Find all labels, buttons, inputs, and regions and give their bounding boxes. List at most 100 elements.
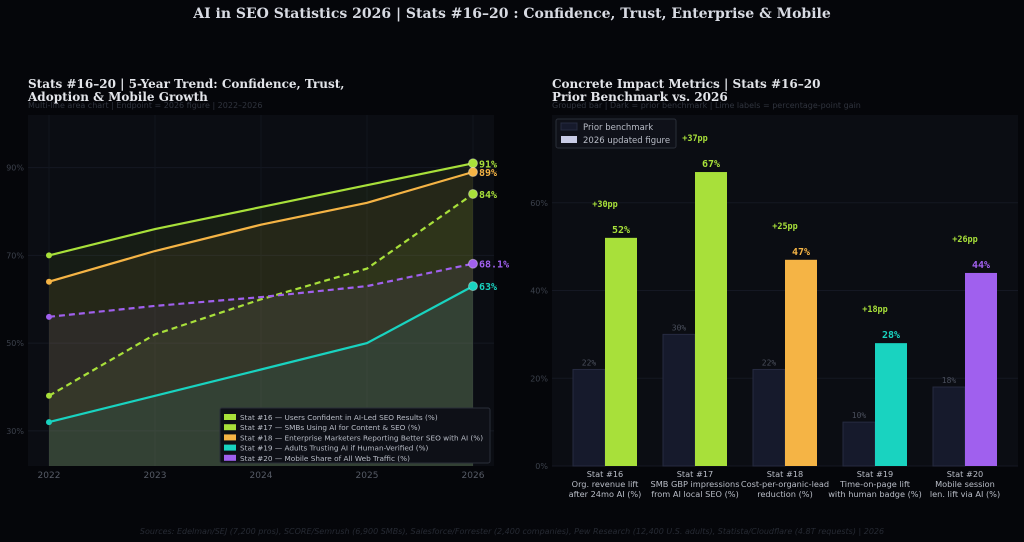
line-legend-box xyxy=(219,407,491,464)
bar-2026-value-label: 28% xyxy=(882,330,900,341)
line-chart-subtitle: Multi-line area chart | Endpoint = 2026 … xyxy=(28,101,262,110)
bar-category-label-line2: Org. revenue lift xyxy=(572,479,639,489)
line-start-point xyxy=(46,278,52,285)
line-end-value-label: 89% xyxy=(479,168,497,179)
bar-2026-value-label: 47% xyxy=(792,247,810,258)
bar-chart-subtitle: Grouped bar | Dark = prior benchmark | L… xyxy=(552,101,861,110)
bar-prior xyxy=(932,386,966,467)
line-legend-swatch xyxy=(224,454,236,461)
bar-2026-value-label: 52% xyxy=(612,225,630,236)
bar-prior xyxy=(842,421,876,467)
bar-category-label-line2: Time-on-page lift xyxy=(839,479,911,489)
line-y-tick-label: 30% xyxy=(6,427,24,436)
bar-gain-label: +26pp xyxy=(952,235,978,245)
line-y-tick-label: 50% xyxy=(6,339,24,348)
line-series-path xyxy=(48,285,474,424)
line-legend-entry: Stat #18 — Enterprise Marketers Reportin… xyxy=(240,433,483,442)
line-chart: Stats #16–20 | 5-Year Trend: Confidence,… xyxy=(6,77,509,481)
bar-2026 xyxy=(785,259,817,466)
line-x-tick-label: 2026 xyxy=(462,471,485,481)
line-end-point xyxy=(468,167,478,178)
bar-legend-swatch-prior xyxy=(560,122,578,131)
bar-2026 xyxy=(695,172,727,466)
line-legend-swatch xyxy=(224,434,236,441)
bar-2026 xyxy=(965,272,997,466)
bar-chart-title-line2: Prior Benchmark vs. 2026 xyxy=(552,90,728,104)
line-end-value-label: 91% xyxy=(479,159,497,170)
bar-y-tick-label: 20% xyxy=(530,374,548,383)
bar-category-label-line2: Cost-per-organic-lead xyxy=(741,479,829,489)
bar-legend-entry-prior: Prior benchmark xyxy=(583,123,653,133)
bar-gain-label: +25pp xyxy=(772,222,798,232)
bar-y-tick-label: 0% xyxy=(535,462,548,471)
line-legend-entry: Stat #20 — Mobile Share of All Web Traff… xyxy=(240,454,410,463)
line-series-path xyxy=(48,170,474,283)
bar-category-label-line1: Stat #20 xyxy=(947,469,984,479)
line-legend-swatch xyxy=(224,414,236,420)
line-y-tick-label: 90% xyxy=(6,164,24,173)
line-end-point xyxy=(468,188,478,199)
bar-legend-entry-2026: 2026 updated figure xyxy=(583,136,670,146)
line-end-value-label: 63% xyxy=(479,282,497,293)
bar-2026 xyxy=(605,237,637,466)
bar-legend-box xyxy=(555,118,677,149)
bar-2026 xyxy=(875,343,907,466)
bar-y-tick-label: 60% xyxy=(530,199,548,208)
line-x-tick-label: 2023 xyxy=(144,471,167,481)
page-title: AI in SEO Statistics 2026 | Stats #16–20… xyxy=(192,6,831,22)
line-start-point xyxy=(46,392,52,399)
bar-prior xyxy=(662,333,696,467)
bar-chart-title-line1: Concrete Impact Metrics | Stats #16–20 xyxy=(552,77,820,91)
line-series-area xyxy=(49,172,473,466)
line-legend-swatch xyxy=(224,444,236,451)
bar-category-label-line1: Stat #16 xyxy=(587,469,624,479)
bar-2026-value-label: 44% xyxy=(972,260,990,271)
line-x-tick-label: 2024 xyxy=(250,471,273,481)
line-series-area xyxy=(49,163,473,467)
bar-category-label-line3: len. lift via AI (%) xyxy=(930,489,1000,499)
line-series-path xyxy=(48,193,474,397)
bar-2026-value-label: 67% xyxy=(702,159,720,170)
line-series-area xyxy=(49,194,473,466)
bar-category-label-line3: reduction (%) xyxy=(757,489,813,499)
bar-prior-value-label: 22% xyxy=(582,358,597,367)
bar-category-label-line3: after 24mo AI (%) xyxy=(569,489,642,499)
bar-gain-label: +37pp xyxy=(682,134,708,144)
line-series-path xyxy=(48,262,474,318)
line-y-tick-label: 70% xyxy=(6,251,24,260)
line-end-value-label: 84% xyxy=(479,190,497,201)
line-chart-title-line2: Adoption & Mobile Growth xyxy=(27,90,208,104)
line-legend-swatch xyxy=(224,424,236,431)
line-x-tick-label: 2025 xyxy=(356,471,379,481)
line-legend-entry: Stat #17 — SMBs Using AI for Content & S… xyxy=(240,423,421,432)
line-legend-entry: Stat #16 — Users Confident in AI-Led SEO… xyxy=(240,413,438,422)
bar-prior-value-label: 22% xyxy=(762,358,777,367)
line-start-point xyxy=(46,419,52,426)
bar-gain-label: +18pp xyxy=(862,305,888,315)
line-x-tick-label: 2022 xyxy=(38,471,61,481)
line-start-point xyxy=(46,313,52,320)
bar-prior-value-label: 10% xyxy=(852,411,867,420)
line-end-point xyxy=(468,258,478,269)
line-chart-title-line1: Stats #16–20 | 5-Year Trend: Confidence,… xyxy=(28,77,344,91)
line-end-value-label: 68.1% xyxy=(479,260,509,271)
bar-category-label-line1: Stat #17 xyxy=(677,469,714,479)
bar-prior-value-label: 18% xyxy=(942,376,957,385)
bar-category-label-line3: with human badge (%) xyxy=(828,489,922,499)
line-series-path xyxy=(48,162,474,257)
bar-category-label-line1: Stat #19 xyxy=(857,469,894,479)
bar-chart: Concrete Impact Metrics | Stats #16–20 P… xyxy=(530,77,1018,499)
line-legend-entry: Stat #19 — Adults Trusting AI if Human-V… xyxy=(240,444,429,453)
bar-category-label-line3: from AI local SEO (%) xyxy=(651,489,739,499)
sources-footnote: Sources: Edelman/SEJ (7,200 pros), SCORE… xyxy=(140,527,884,536)
bar-prior-value-label: 30% xyxy=(672,323,687,332)
line-end-point xyxy=(468,158,478,169)
bar-category-label-line2: SMB GBP impressions xyxy=(651,479,740,489)
bar-category-label-line2: Mobile session xyxy=(935,479,995,489)
bar-prior xyxy=(752,368,786,467)
bar-prior xyxy=(572,368,606,467)
bar-gain-label: +30pp xyxy=(592,200,618,210)
bar-legend-swatch-2026 xyxy=(561,136,577,143)
